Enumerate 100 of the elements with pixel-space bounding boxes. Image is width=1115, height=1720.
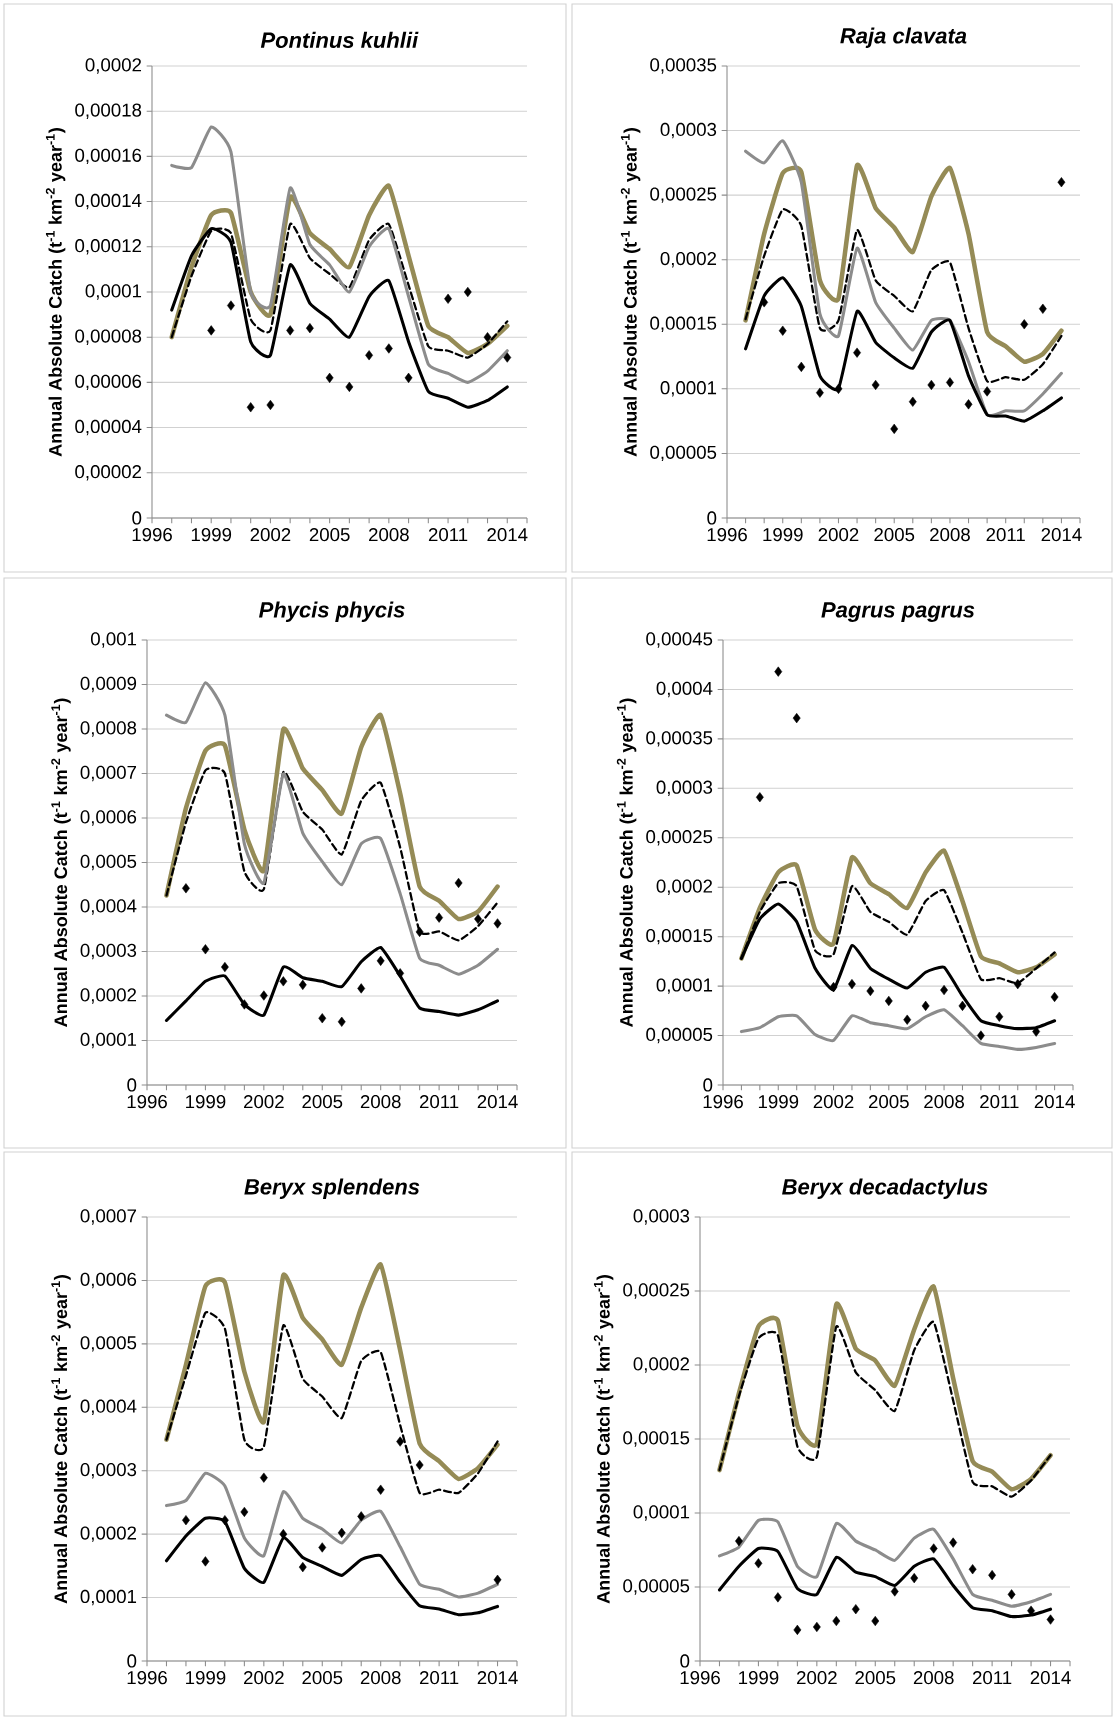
- x-tick-label: 1999: [739, 1671, 779, 1685]
- point: [797, 361, 806, 372]
- x-tick-label: 2002: [244, 1671, 284, 1685]
- point: [318, 1542, 327, 1553]
- point: [444, 293, 452, 304]
- point: [493, 1574, 502, 1585]
- point: [1020, 319, 1029, 330]
- point: [1057, 177, 1066, 188]
- x-tick-label: 1999: [191, 528, 232, 542]
- x-tick-label: 2014: [487, 528, 528, 542]
- point: [286, 325, 295, 336]
- x-tick-label: 2014: [1041, 528, 1082, 542]
- line-series: [164, 945, 500, 1022]
- y-tick-label: 0,0005: [80, 1336, 137, 1352]
- x-tick-label: 2005: [868, 1095, 909, 1109]
- point: [774, 666, 783, 677]
- y-tick-label: 0,0007: [80, 765, 137, 782]
- point: [871, 379, 880, 391]
- point: [1013, 979, 1022, 990]
- x-tick-label: 1999: [186, 1095, 226, 1109]
- x-tick-label: 2005: [874, 528, 915, 542]
- y-tick-label: 0,00014: [75, 193, 142, 210]
- x-tick-label: 2011: [986, 528, 1025, 542]
- point: [415, 926, 424, 937]
- x-tick-label: 2008: [913, 1671, 954, 1685]
- y-tick-label: 0,0006: [80, 810, 137, 826]
- x-tick-label: 2011: [980, 1095, 1019, 1109]
- point: [435, 912, 443, 923]
- y-tick-label: 0,00025: [646, 830, 713, 846]
- x-tick-label: 2002: [813, 1095, 854, 1109]
- point: [851, 1604, 860, 1615]
- line-series: [164, 1471, 500, 1599]
- x-tick-label: 2005: [855, 1671, 896, 1685]
- point: [760, 297, 769, 308]
- x-tick-label: 2002: [250, 528, 291, 542]
- line-series: [164, 712, 500, 922]
- point: [774, 1592, 782, 1603]
- y-tick-label: 0,00025: [650, 187, 717, 203]
- y-tick-label: 0,0003: [633, 1209, 690, 1225]
- y-tick-label: 0,0002: [80, 988, 137, 1004]
- y-axis-title: Annual Absolute Catch (t$^{-1}$ km$^{-2}$ year$^{-1}$): [593, 1275, 614, 1604]
- point: [1038, 303, 1047, 314]
- point: [337, 1527, 346, 1538]
- point: [483, 332, 492, 343]
- y-tick-label: 0: [680, 1654, 690, 1668]
- point: [396, 968, 405, 979]
- point: [357, 1511, 366, 1522]
- chart-title: Pontinus kuhlii: [260, 31, 419, 48]
- line-series: [718, 1320, 1052, 1498]
- y-axis-title: Annual Absolute Catch (t$^{-1}$ km$^{-2}$ year$^{-1}$): [616, 698, 637, 1027]
- point: [884, 995, 893, 1007]
- x-tick-label: 2008: [924, 1095, 965, 1109]
- point: [298, 979, 307, 990]
- point: [182, 1515, 190, 1526]
- y-tick-label: 0,00005: [650, 445, 717, 462]
- point: [958, 1000, 967, 1011]
- point: [337, 1016, 346, 1027]
- chart-title: Phycis phycis: [259, 601, 405, 622]
- line-series: [744, 139, 1063, 417]
- point: [866, 985, 875, 997]
- point: [910, 1573, 919, 1584]
- x-tick-label: 2014: [477, 1095, 518, 1109]
- x-tick-label: 1996: [127, 1095, 167, 1109]
- point: [279, 976, 288, 987]
- line-series: [164, 681, 500, 976]
- y-tick-label: 0,00005: [623, 1579, 690, 1595]
- point: [306, 323, 314, 334]
- point: [259, 1472, 268, 1483]
- y-tick-label: 0,0002: [85, 58, 142, 74]
- x-tick-label: 2014: [1030, 1671, 1071, 1685]
- point: [778, 325, 787, 336]
- x-tick-label: 2008: [360, 1671, 401, 1685]
- y-tick-label: 0,0002: [656, 879, 713, 895]
- y-tick-label: 0,0004: [80, 1399, 137, 1415]
- x-tick-label: 1996: [707, 528, 747, 542]
- y-tick-label: 0,00018: [75, 103, 142, 119]
- point: [221, 962, 229, 973]
- y-tick-label: 0,0001: [656, 978, 713, 994]
- point: [755, 792, 764, 803]
- point: [318, 1013, 327, 1024]
- point: [298, 1562, 307, 1573]
- y-tick-label: 0,0002: [660, 251, 717, 268]
- point: [201, 944, 210, 955]
- point: [929, 1543, 938, 1554]
- line-series: [744, 208, 1063, 383]
- point: [853, 347, 861, 358]
- y-tick-label: 0,00015: [646, 928, 713, 945]
- chart-title: Raja clavata: [840, 27, 967, 48]
- y-tick-label: 0: [707, 511, 717, 525]
- y-tick-label: 0,00002: [75, 465, 142, 481]
- x-tick-label: 2002: [818, 528, 859, 542]
- point: [365, 350, 373, 361]
- y-tick-label: 0,00016: [75, 148, 142, 165]
- y-tick-label: 0,0003: [80, 943, 137, 960]
- y-axis-title: Annual Absolute Catch (t$^{-1}$ km$^{-2}$ year$^{-1}$): [51, 1275, 71, 1604]
- y-tick-label: 0: [132, 511, 142, 525]
- point: [454, 877, 463, 889]
- x-tick-label: 2011: [972, 1671, 1012, 1685]
- y-tick-label: 0,00025: [623, 1283, 690, 1299]
- point: [357, 983, 366, 994]
